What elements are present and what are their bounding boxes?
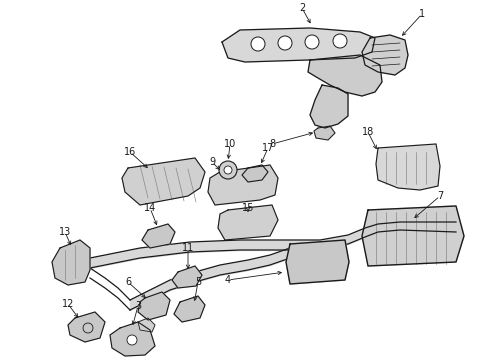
- Polygon shape: [172, 266, 202, 288]
- Text: 1: 1: [419, 9, 425, 19]
- Circle shape: [305, 35, 319, 49]
- Text: 3: 3: [135, 301, 141, 311]
- Polygon shape: [52, 240, 90, 285]
- Circle shape: [251, 37, 265, 51]
- Circle shape: [127, 335, 137, 345]
- Text: 12: 12: [62, 299, 74, 309]
- Polygon shape: [308, 55, 382, 96]
- Text: 15: 15: [242, 203, 254, 213]
- Polygon shape: [242, 165, 268, 182]
- Text: 14: 14: [144, 203, 156, 213]
- Polygon shape: [362, 35, 408, 75]
- Polygon shape: [362, 206, 464, 266]
- Polygon shape: [110, 322, 155, 356]
- Polygon shape: [138, 318, 155, 332]
- Text: 2: 2: [299, 3, 305, 13]
- Polygon shape: [286, 240, 349, 284]
- Circle shape: [333, 34, 347, 48]
- Polygon shape: [310, 85, 348, 128]
- Polygon shape: [218, 205, 278, 240]
- Circle shape: [278, 36, 292, 50]
- Text: 4: 4: [225, 275, 231, 285]
- Circle shape: [224, 166, 232, 174]
- Polygon shape: [122, 158, 205, 205]
- Polygon shape: [142, 224, 175, 248]
- Polygon shape: [138, 292, 170, 320]
- Text: 6: 6: [125, 277, 131, 287]
- Text: 7: 7: [437, 191, 443, 201]
- Text: 9: 9: [209, 157, 215, 167]
- Text: 13: 13: [59, 227, 71, 237]
- Circle shape: [219, 161, 237, 179]
- Polygon shape: [222, 28, 375, 62]
- Text: 5: 5: [195, 277, 201, 287]
- Circle shape: [83, 323, 93, 333]
- Polygon shape: [314, 126, 335, 140]
- Polygon shape: [208, 165, 278, 205]
- Text: 8: 8: [269, 139, 275, 149]
- Text: 16: 16: [124, 147, 136, 157]
- Text: 17: 17: [262, 143, 274, 153]
- Text: 10: 10: [224, 139, 236, 149]
- Polygon shape: [376, 144, 440, 190]
- Text: 18: 18: [362, 127, 374, 137]
- Polygon shape: [68, 312, 105, 342]
- Text: 11: 11: [182, 243, 194, 253]
- Polygon shape: [174, 296, 205, 322]
